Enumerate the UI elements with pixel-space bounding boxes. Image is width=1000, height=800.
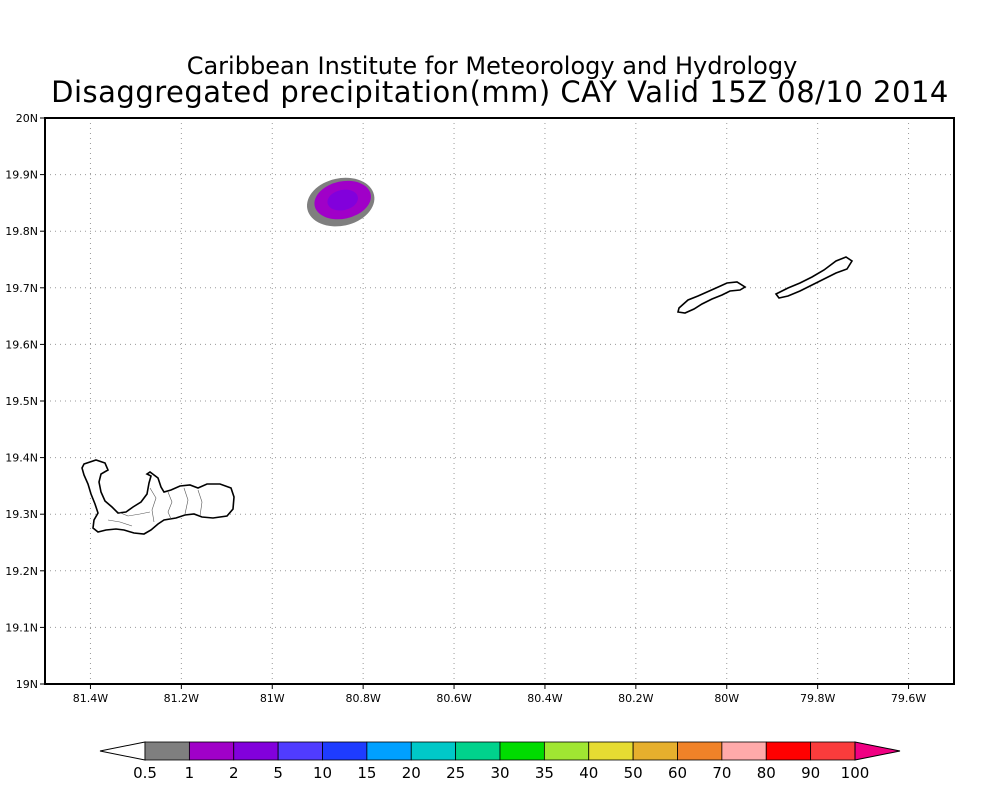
y-tick-label: 19N bbox=[16, 678, 38, 691]
colorbar-label: 25 bbox=[446, 764, 465, 782]
map-area bbox=[44, 117, 955, 685]
colorbar-label: 35 bbox=[535, 764, 554, 782]
colorbar-swatch bbox=[188, 741, 235, 761]
colorbar-swatch bbox=[277, 741, 323, 761]
x-tick-label: 80W bbox=[714, 692, 739, 705]
y-tick-label: 19.6N bbox=[5, 338, 38, 351]
colorbar-swatch bbox=[499, 741, 545, 761]
colorbar-swatch bbox=[144, 741, 190, 761]
x-tick-label: 81.2W bbox=[164, 692, 199, 705]
x-tick-label: 80.4W bbox=[527, 692, 562, 705]
y-tick-label: 19.9N bbox=[5, 169, 38, 182]
y-tick-label: 19.8N bbox=[5, 225, 38, 238]
island-grand-cayman bbox=[81, 459, 235, 535]
colorbar-label: 30 bbox=[490, 764, 509, 782]
colorbar-label: 50 bbox=[624, 764, 643, 782]
island-cayman-brac bbox=[774, 256, 854, 299]
y-tick-label: 19.4N bbox=[5, 452, 38, 465]
colorbar-label: 40 bbox=[579, 764, 598, 782]
x-tick-label: 80.6W bbox=[436, 692, 471, 705]
colorbar-label: 15 bbox=[357, 764, 376, 782]
precip-contour-2mm bbox=[327, 189, 358, 211]
precipitation-layer bbox=[306, 177, 375, 227]
colorbar-label: 60 bbox=[668, 764, 687, 782]
colorbar-label: 2 bbox=[229, 764, 239, 782]
colorbar-swatch bbox=[455, 741, 501, 761]
colorbar-label: 100 bbox=[841, 764, 870, 782]
y-tick-label: 19.5N bbox=[5, 395, 38, 408]
colorbar-max-arrow bbox=[854, 741, 901, 761]
colorbar-label: 10 bbox=[313, 764, 332, 782]
x-tick-label: 80.2W bbox=[618, 692, 653, 705]
title-line-2: Disaggregated precipitation(mm) CAY Vali… bbox=[51, 75, 949, 109]
y-tick-label: 19.1N bbox=[5, 621, 38, 634]
y-tick-label: 19.3N bbox=[5, 508, 38, 521]
latitude-axis: 20N 19.9N 19.8N 19.7N 19.6N 19.5N 19.4N 19.3N 19… bbox=[5, 112, 45, 691]
colorbar-swatch bbox=[765, 741, 812, 761]
colorbar-legend: 0.5 1 2 5 10 15 20 25 30 35 40 50 60 70 80 90 100 bbox=[99, 741, 901, 782]
colorbar-swatch bbox=[632, 741, 678, 761]
colorbar-swatch bbox=[322, 741, 368, 761]
longitude-axis: 81.4W 81.2W 81W 80.8W 80.6W 80.4W 80.2W 80W 79.8… bbox=[73, 684, 926, 705]
colorbar-label: 80 bbox=[757, 764, 776, 782]
title-line-1: Caribbean Institute for Meteorology and … bbox=[187, 52, 798, 80]
colorbar-min-arrow bbox=[99, 741, 146, 761]
colorbar-swatch bbox=[410, 741, 457, 761]
x-tick-label: 81W bbox=[260, 692, 285, 705]
island-little-cayman bbox=[677, 281, 747, 314]
colorbar-swatch bbox=[366, 741, 412, 761]
colorbar-label: 90 bbox=[801, 764, 820, 782]
colorbar-swatch bbox=[810, 741, 856, 761]
y-tick-label: 19.7N bbox=[5, 282, 38, 295]
colorbar-swatch bbox=[588, 741, 634, 761]
colorbar-label: 1 bbox=[185, 764, 195, 782]
colorbar-label: 5 bbox=[273, 764, 283, 782]
colorbar-label: 0.5 bbox=[133, 764, 157, 782]
x-tick-label: 79.6W bbox=[891, 692, 926, 705]
colorbar-swatch bbox=[677, 741, 723, 761]
colorbar-swatch bbox=[233, 741, 279, 761]
x-tick-label: 81.4W bbox=[73, 692, 108, 705]
colorbar-label: 70 bbox=[712, 764, 731, 782]
y-tick-label: 20N bbox=[16, 112, 38, 125]
y-tick-label: 19.2N bbox=[5, 565, 38, 578]
x-tick-label: 80.8W bbox=[345, 692, 380, 705]
map-background bbox=[45, 118, 954, 684]
colorbar-swatch bbox=[721, 741, 767, 761]
colorbar-swatch bbox=[543, 741, 590, 761]
colorbar-label: 20 bbox=[402, 764, 421, 782]
x-tick-label: 79.8W bbox=[800, 692, 835, 705]
